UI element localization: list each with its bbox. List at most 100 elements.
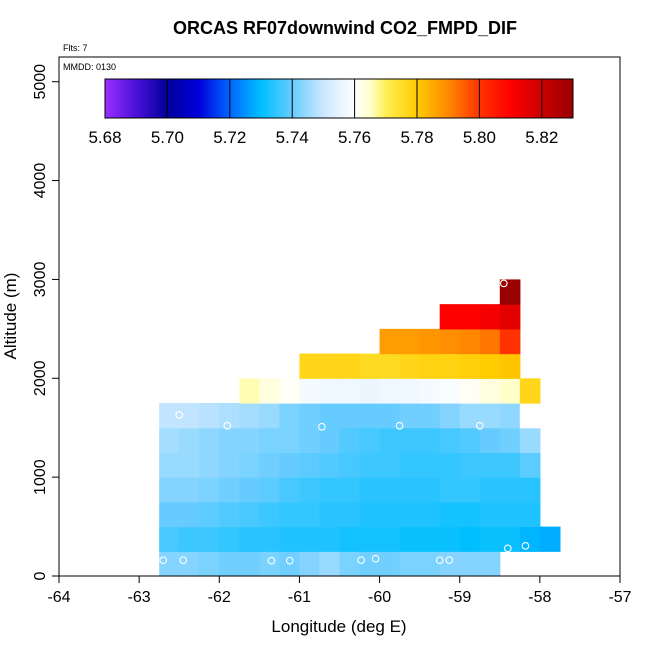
heatmap-cell	[339, 427, 361, 454]
heatmap-cell	[219, 526, 240, 552]
heatmap-cell	[379, 452, 401, 478]
heatmap-cell	[379, 328, 401, 355]
heatmap-cell	[319, 526, 341, 552]
heatmap-cell	[439, 403, 461, 429]
heatmap-cell	[479, 304, 501, 330]
heatmap-cell	[259, 403, 280, 429]
heatmap-cell	[439, 501, 461, 528]
heatmap-cell	[499, 304, 521, 330]
heatmap-cell	[439, 526, 461, 552]
heatmap-cell	[419, 427, 441, 454]
heatmap-cell	[239, 427, 260, 454]
flight-point	[503, 544, 512, 553]
heatmap-cell	[319, 477, 341, 503]
heatmap-cell	[159, 427, 180, 454]
y-tick-label: 5000	[32, 64, 49, 100]
heatmap-cell	[179, 403, 200, 429]
heatmap-cell	[159, 452, 180, 478]
heatmap-cell	[479, 378, 501, 404]
heatmap-cell	[339, 477, 361, 503]
x-axis: -64 -63 -62 -61 -60 -59 -58 -57	[47, 576, 632, 606]
heatmap-cell	[359, 353, 381, 379]
colorbar-tick-label: 5.68	[88, 128, 121, 147]
x-tick-label: -61	[288, 589, 311, 606]
heatmap-cell	[439, 353, 461, 379]
heatmap-cell	[519, 477, 541, 503]
heatmap-cell	[439, 304, 461, 330]
heatmap-cell	[339, 501, 361, 528]
heatmap-cell	[419, 477, 441, 503]
heatmap-cell	[379, 551, 401, 577]
heatmap-cell	[379, 526, 401, 552]
heatmap-cell	[179, 452, 200, 478]
flight-point	[159, 556, 168, 565]
heatmap-cell	[239, 501, 260, 528]
x-tick-label: -58	[528, 589, 551, 606]
x-axis-label: Longitude (deg E)	[271, 617, 406, 636]
heatmap-cell	[339, 403, 361, 429]
heatmap-cell	[459, 551, 481, 577]
heatmap-cell	[339, 526, 361, 552]
heatmap-cell	[499, 378, 521, 404]
heatmap-cell	[179, 551, 200, 577]
heatmap-cell	[259, 452, 280, 478]
heatmap-cell	[219, 551, 240, 577]
heatmap-cell	[479, 328, 501, 355]
colorbar-ticks: 5.68 5.70 5.72 5.74 5.76 5.78 5.80 5.82	[88, 79, 558, 147]
flights-count-note: Flts: 7	[63, 43, 88, 53]
heatmap-cell	[159, 526, 180, 552]
heatmap-cell	[319, 353, 341, 379]
heatmap-cell	[399, 477, 421, 503]
heatmap-cell	[479, 501, 501, 528]
heatmap-cell	[479, 403, 501, 429]
heatmap-cell	[479, 477, 501, 503]
heatmap-cell	[239, 403, 260, 429]
flight-point	[499, 279, 508, 288]
heatmap-cell	[299, 452, 321, 478]
heatmap-cell	[399, 427, 421, 454]
heatmap-cell	[459, 378, 481, 404]
heatmap-cell	[219, 427, 240, 454]
heatmap-cell	[239, 526, 260, 552]
heatmap-cell	[319, 378, 341, 404]
flight-point	[285, 556, 294, 565]
colorbar-tick-label: 5.82	[525, 128, 558, 147]
heatmap-cell	[379, 353, 401, 379]
heatmap-cell	[359, 501, 381, 528]
heatmap-cell	[439, 477, 461, 503]
heatmap-cell	[279, 526, 301, 552]
heatmap-cell	[199, 427, 220, 454]
heatmap-cell	[299, 378, 321, 404]
heatmap-cell	[539, 526, 561, 552]
heatmap-cell	[479, 526, 501, 552]
heatmap-cell	[199, 403, 220, 429]
heatmap-cell	[259, 427, 280, 454]
heatmap-cell	[259, 526, 280, 552]
heatmap-cell	[299, 353, 321, 379]
heatmap-cell	[239, 378, 260, 404]
flight-point	[435, 556, 444, 565]
x-tick-label: -60	[368, 589, 391, 606]
heatmap-cell	[339, 353, 361, 379]
heatmap-cell	[459, 353, 481, 379]
y-tick-label: 2000	[32, 360, 49, 396]
heatmap-cell	[299, 477, 321, 503]
heatmap-cell	[499, 353, 521, 379]
flight-point	[357, 556, 365, 565]
heatmap-cell	[379, 427, 401, 454]
flight-point	[179, 556, 188, 565]
y-axis: 0 1000 2000 3000 4000 5000	[32, 64, 59, 580]
plot-frame	[58, 56, 621, 577]
heatmap-cell	[159, 403, 180, 429]
heatmap-cell	[459, 304, 481, 330]
heatmap-cell	[319, 551, 341, 577]
y-tick-label: 0	[32, 571, 49, 580]
heatmap-cell	[419, 551, 441, 577]
colorbar-tick-label: 5.72	[213, 128, 246, 147]
heatmap-cell	[519, 452, 541, 478]
heatmap-cell	[339, 378, 361, 404]
flight-point	[475, 421, 484, 430]
heatmap-cell	[339, 551, 361, 577]
heatmap-cell	[359, 403, 381, 429]
heatmap-cell	[459, 403, 481, 429]
